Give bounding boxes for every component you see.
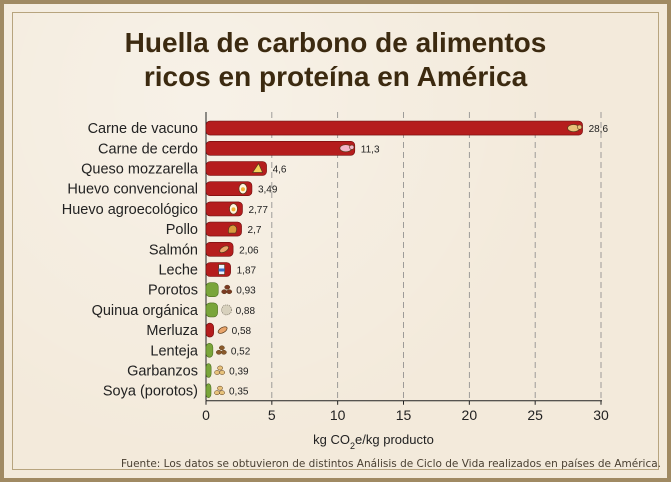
- category-label: Leche: [158, 263, 198, 279]
- bar-row: Porotos 0,93: [148, 282, 256, 299]
- value-label: 2,7: [248, 225, 262, 236]
- category-label: Huevo convencional: [67, 182, 198, 198]
- lentil-icon-seed: [218, 345, 225, 351]
- category-label: Salmón: [149, 242, 198, 258]
- chart-title: Huella de carbono de alimentos ricos en …: [0, 26, 671, 94]
- bar: [205, 120, 583, 136]
- cow-icon-head: [577, 124, 583, 130]
- bar-row: Huevo agroecológico 2,77: [62, 201, 268, 218]
- chickpea-icon-seed: [217, 365, 223, 371]
- value-label: 2,06: [239, 245, 259, 256]
- bar-row: Huevo convencional 3,49: [67, 181, 278, 198]
- bean-icon-seed: [226, 289, 233, 295]
- value-label: 1,87: [237, 266, 257, 277]
- egg-icon-yolk: [231, 207, 236, 212]
- x-tick-label: 5: [268, 407, 276, 423]
- value-label: 28,6: [589, 124, 609, 135]
- x-tick-label: 15: [396, 407, 412, 423]
- source-note: Fuente: Los datos se obtuvieron de disti…: [120, 458, 661, 470]
- chickpea-icon-seed: [219, 370, 225, 375]
- chicken-icon: [228, 224, 238, 234]
- bar: [205, 342, 214, 358]
- soy-icon-seed: [217, 385, 223, 391]
- value-label: 0,58: [232, 326, 252, 337]
- value-label: 2,77: [248, 205, 268, 216]
- category-label: Lenteja: [150, 343, 199, 359]
- bar-row: Soya (porotos) 0,35: [103, 383, 249, 400]
- x-tick-label: 30: [593, 407, 609, 423]
- category-label: Carne de cerdo: [98, 141, 198, 157]
- bar-row: Leche 1,87: [158, 262, 257, 279]
- bar-row: Garbanzos 0,39: [127, 363, 249, 380]
- milk-icon-label: [218, 268, 225, 272]
- bar: [205, 363, 212, 378]
- value-label: 3,49: [258, 185, 278, 196]
- value-label: 0,88: [236, 306, 256, 317]
- bar: [205, 383, 212, 399]
- bean-icon: [221, 289, 228, 295]
- bar-row: Quinua orgánica 0,88: [92, 302, 256, 319]
- lentil-icon-seed: [220, 349, 227, 355]
- chickpea-icon: [214, 370, 220, 375]
- x-tick-label: 20: [462, 407, 478, 423]
- bar: [205, 242, 234, 257]
- category-label: Porotos: [148, 283, 198, 299]
- egg-icon-yolk: [240, 187, 245, 192]
- quinoa-icon: [221, 304, 232, 316]
- value-label: 0,52: [231, 346, 251, 357]
- bean-icon-seed: [224, 284, 231, 290]
- category-label: Queso mozzarella: [81, 162, 199, 178]
- x-tick-label: 10: [330, 407, 346, 423]
- bar: [205, 302, 218, 318]
- category-label: Merluza: [146, 323, 199, 339]
- lentil-icon: [215, 349, 222, 355]
- fish-icon: [217, 326, 228, 334]
- title-line-2: ricos en proteína en América: [143, 61, 528, 92]
- x-tick-label: 25: [527, 407, 543, 423]
- value-label: 4,6: [273, 165, 287, 176]
- pig-icon-head: [349, 144, 355, 150]
- title-line-1: Huella de carbono de alimentos: [124, 27, 547, 58]
- value-label: 0,35: [229, 387, 249, 398]
- bar: [205, 322, 214, 338]
- bar-row: Salmón 2,06: [149, 242, 259, 258]
- bar-row: Pollo 2,7: [166, 221, 262, 238]
- category-label: Pollo: [166, 222, 198, 238]
- soy-icon: [214, 390, 220, 396]
- soy-icon-seed: [219, 390, 225, 396]
- bar-row: Carne de cerdo 11,3: [98, 141, 380, 157]
- category-label: Quinua orgánica: [92, 303, 199, 319]
- category-label: Carne de vacuno: [88, 121, 198, 137]
- category-label: Soya (porotos): [103, 384, 198, 400]
- bar-row: Queso mozzarella 4,6: [81, 161, 287, 178]
- bar: [205, 161, 267, 176]
- bar-row: Lenteja 0,52: [150, 342, 251, 359]
- value-label: 0,93: [236, 286, 256, 297]
- cheese-icon: [251, 162, 264, 173]
- bar-row: Merluza 0,58: [146, 322, 252, 339]
- x-tick-label: 0: [202, 407, 210, 423]
- category-label: Huevo agroecológico: [62, 202, 198, 218]
- value-label: 0,39: [229, 367, 249, 378]
- bar-row: Carne de vacuno 28,6: [88, 120, 609, 137]
- fish-icon: [219, 245, 229, 254]
- value-label: 11,3: [361, 144, 380, 155]
- category-label: Garbanzos: [127, 364, 198, 380]
- bar: [205, 141, 356, 156]
- x-axis-title: kg CO2e/kg producto: [313, 432, 434, 451]
- bar: [205, 282, 219, 298]
